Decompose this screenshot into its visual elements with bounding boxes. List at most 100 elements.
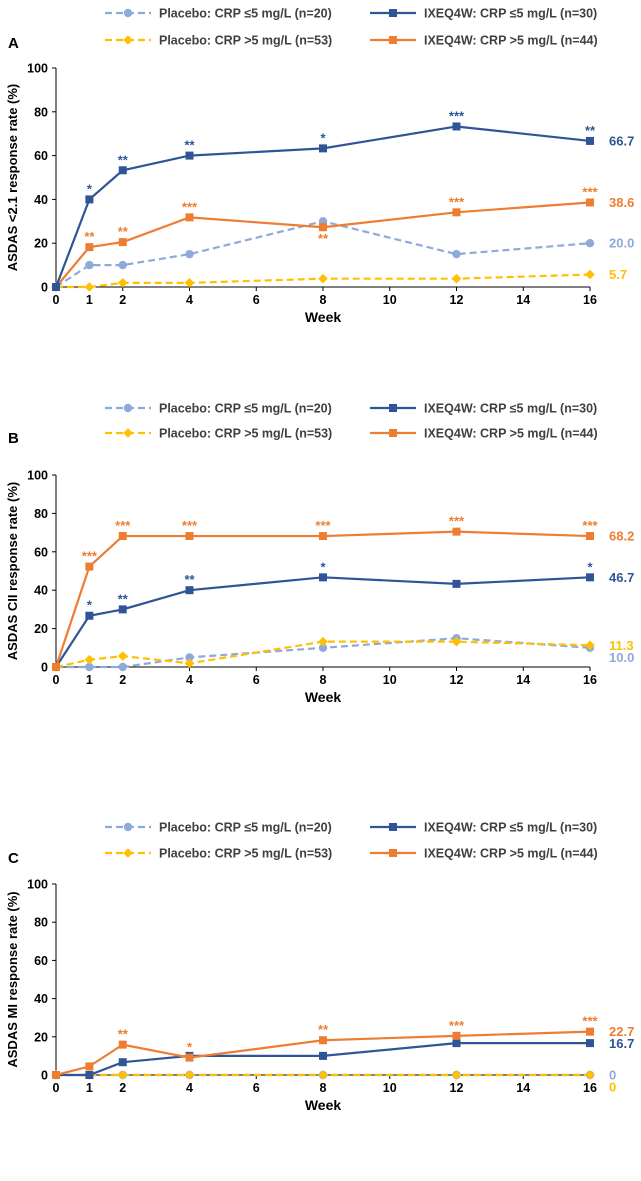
y-tick-label: 20 xyxy=(34,237,48,251)
data-point xyxy=(452,208,461,217)
significance-label: * xyxy=(187,1040,193,1055)
data-point xyxy=(585,640,595,651)
significance-label: *** xyxy=(182,199,198,214)
series-placebo-high xyxy=(51,636,595,672)
data-point xyxy=(318,1070,328,1080)
significance-label: * xyxy=(320,130,326,145)
y-tick-label: 20 xyxy=(34,622,48,636)
legend-marker xyxy=(123,428,133,438)
data-point xyxy=(184,658,195,669)
data-point xyxy=(118,260,127,270)
data-point xyxy=(117,651,128,661)
y-axis-label: ASDAS <2.1 response rate (%) xyxy=(5,84,20,271)
panel-label: A xyxy=(8,35,19,52)
x-tick-label: 2 xyxy=(119,293,126,307)
legend-marker xyxy=(389,9,397,17)
data-point xyxy=(184,278,195,288)
significance-label: *** xyxy=(82,549,98,564)
x-tick-label: 14 xyxy=(516,673,530,687)
significance-label: *** xyxy=(449,194,465,209)
data-point xyxy=(452,249,461,259)
legend-label: IXEQ4W: CRP ≤5 mg/L (n=30) xyxy=(424,7,597,21)
data-point xyxy=(118,605,127,614)
data-point xyxy=(318,643,328,652)
x-tick-label-week-1: 1 xyxy=(86,293,93,307)
significance-label: ** xyxy=(184,138,195,153)
data-point xyxy=(52,283,60,291)
x-tick-label: 12 xyxy=(450,1081,464,1095)
significance-label: * xyxy=(87,181,93,196)
data-point xyxy=(118,1040,127,1049)
legend-entry: IXEQ4W: CRP ≤5 mg/L (n=30) xyxy=(370,7,597,21)
legend-entry: Placebo: CRP >5 mg/L (n=53) xyxy=(105,847,332,861)
data-point xyxy=(319,532,327,541)
data-point xyxy=(586,1039,594,1048)
legend-marker xyxy=(389,404,397,412)
legend-entry: Placebo: CRP ≤5 mg/L (n=20) xyxy=(105,402,332,416)
x-axis-label: Week xyxy=(305,689,342,705)
legend-entry: IXEQ4W: CRP ≤5 mg/L (n=30) xyxy=(370,821,597,835)
data-point xyxy=(452,527,461,536)
data-point xyxy=(451,1070,462,1080)
x-tick-label: 14 xyxy=(516,293,530,307)
legend-label: IXEQ4W: CRP >5 mg/L (n=44) xyxy=(424,427,598,441)
legend-marker xyxy=(123,822,133,832)
significance-label: ** xyxy=(184,572,195,587)
y-tick-label: 60 xyxy=(34,954,48,968)
legend-label: IXEQ4W: CRP ≤5 mg/L (n=30) xyxy=(424,402,597,416)
x-tick-label: 16 xyxy=(583,1081,597,1095)
chart-panel-b: Placebo: CRP ≤5 mg/L (n=20) IXEQ4W: CRP ≤… xyxy=(5,402,634,706)
significance-label: *** xyxy=(182,518,198,533)
legend-entry: IXEQ4W: CRP ≤5 mg/L (n=30) xyxy=(370,402,597,416)
legend-marker xyxy=(389,823,397,831)
legend-label: Placebo: CRP >5 mg/L (n=53) xyxy=(159,34,332,48)
x-axis-label: Week xyxy=(305,309,342,325)
end-value-label: 11.3 xyxy=(609,638,634,653)
x-tick-label-week-1: 1 xyxy=(86,1081,93,1095)
legend-marker xyxy=(389,36,397,44)
legend-entry: Placebo: CRP >5 mg/L (n=53) xyxy=(105,427,332,441)
legend: Placebo: CRP ≤5 mg/L (n=20) IXEQ4W: CRP ≤… xyxy=(105,402,598,441)
data-point xyxy=(85,1062,94,1071)
data-point xyxy=(318,273,328,284)
x-tick-label-week-1: 1 xyxy=(86,673,93,687)
legend-label: IXEQ4W: CRP >5 mg/L (n=44) xyxy=(424,847,598,861)
significance-label: *** xyxy=(115,518,131,533)
significance-label: ** xyxy=(118,1027,129,1042)
end-value-label: 0 xyxy=(609,1080,616,1095)
series-ixe-high: ***** *** *** xyxy=(52,1014,599,1079)
y-tick-label: 80 xyxy=(34,105,48,119)
data-point xyxy=(85,243,94,252)
significance-label: *** xyxy=(449,108,465,123)
legend-entry: Placebo: CRP ≤5 mg/L (n=20) xyxy=(105,7,332,21)
x-tick-label: 0 xyxy=(53,673,60,687)
data-point xyxy=(452,1039,461,1048)
legend-entry: IXEQ4W: CRP >5 mg/L (n=44) xyxy=(370,34,598,48)
data-point xyxy=(185,151,194,160)
x-tick-label: 12 xyxy=(450,673,464,687)
y-tick-label: 0 xyxy=(41,661,48,675)
significance-label: ** xyxy=(318,1022,329,1037)
data-point xyxy=(586,198,594,207)
data-point xyxy=(117,278,128,288)
significance-label: *** xyxy=(449,514,465,529)
series-ixe-high: ****** *** *** *** *** xyxy=(52,514,599,671)
y-tick-label: 0 xyxy=(41,281,48,295)
end-value-label: 0 xyxy=(609,1068,616,1083)
legend-entry: Placebo: CRP ≤5 mg/L (n=20) xyxy=(105,821,332,835)
data-point xyxy=(586,573,594,582)
significance-label: ** xyxy=(118,224,129,239)
significance-label: ** xyxy=(318,231,329,246)
x-tick-label: 4 xyxy=(186,673,193,687)
data-point xyxy=(319,1036,327,1045)
y-tick-label: 20 xyxy=(34,1030,48,1044)
data-point xyxy=(85,662,94,672)
legend-marker xyxy=(123,8,133,18)
legend-marker xyxy=(123,403,133,413)
panel-label: B xyxy=(8,430,19,447)
x-tick-label: 0 xyxy=(53,1081,60,1095)
y-tick-label: 100 xyxy=(27,469,48,483)
y-axis-label: ASDAS CII response rate (%) xyxy=(5,482,20,660)
significance-label: *** xyxy=(449,1018,465,1033)
legend: Placebo: CRP ≤5 mg/L (n=20) IXEQ4W: CRP ≤… xyxy=(105,7,598,48)
